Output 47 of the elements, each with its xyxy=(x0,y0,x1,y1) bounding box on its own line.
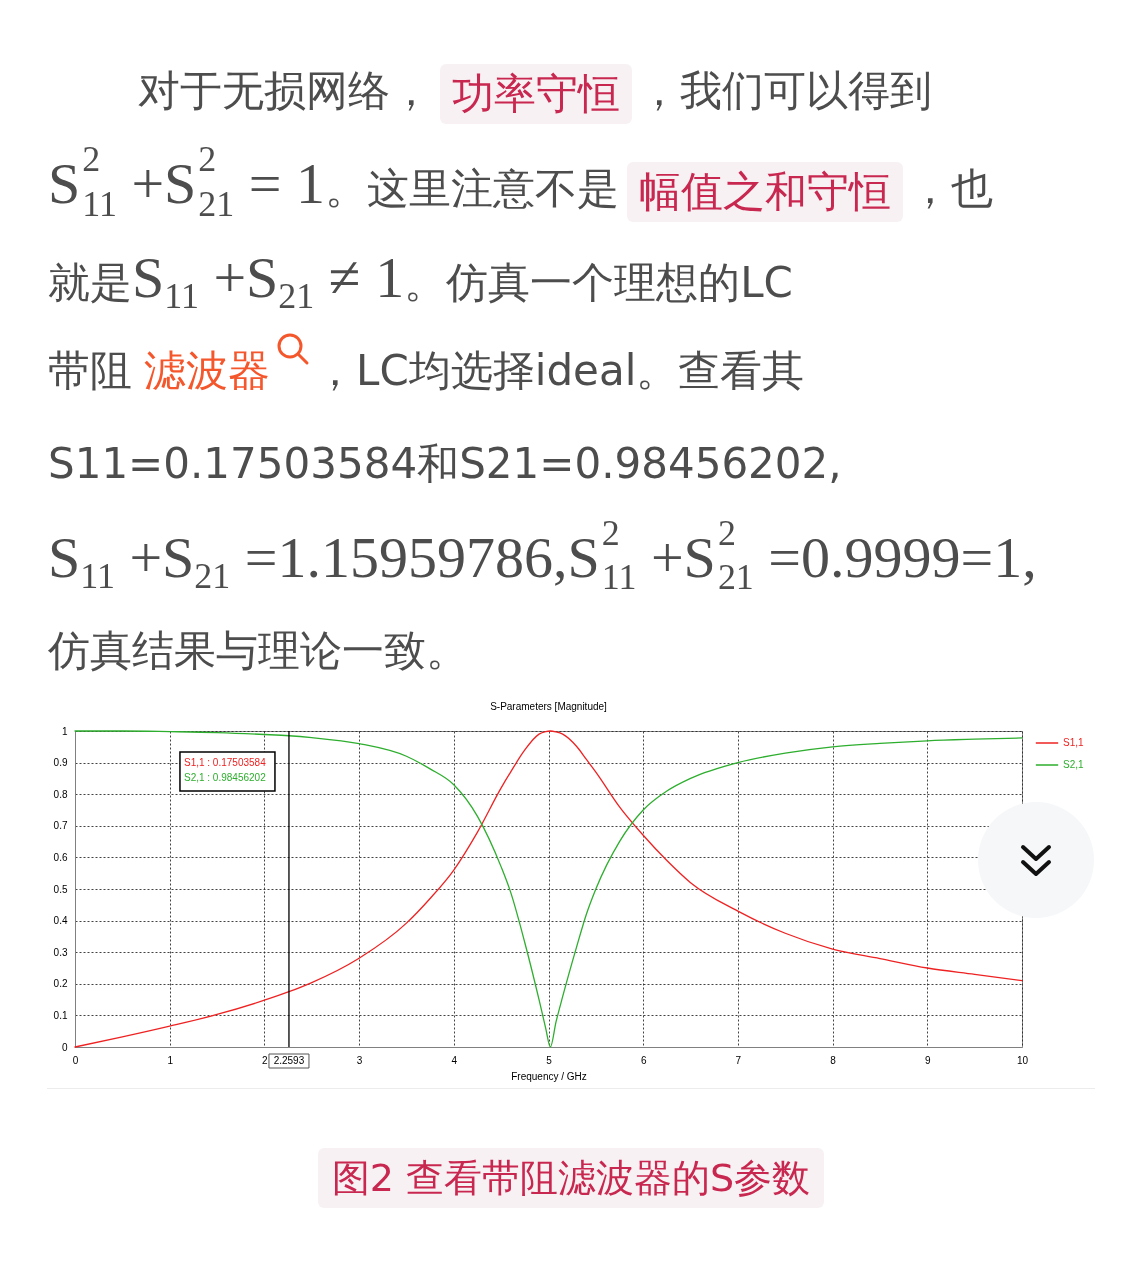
chart-title: S-Parameters [Magnitude] xyxy=(490,701,608,712)
text: 幅值之和守恒 xyxy=(627,161,904,222)
y-tick-label: 0.7 xyxy=(53,820,68,832)
x-tick-label: 7 xyxy=(735,1054,742,1066)
text: S$_{11}$ +S$_{21}$ =1.15959786,S$^{2}$$_{11}$ +S$^{2}$$_{21}$ =0.9999=1, xyxy=(48,512,1037,598)
text: 就是 xyxy=(48,257,132,307)
legend-label: S1,1 xyxy=(1063,737,1085,748)
text: 。仿真一个理想的LC xyxy=(404,257,793,307)
y-tick-label: 0.6 xyxy=(53,851,68,863)
y-tick-label: 0.3 xyxy=(53,946,68,958)
y-tick-label: 0.9 xyxy=(53,757,68,769)
text: S$^{2}$$_{11}$ +S$^{2}$$_{21}$ = 1 xyxy=(48,138,326,227)
text: 对于无损网络， xyxy=(138,66,432,115)
legend-label: S2,1 xyxy=(1063,759,1085,770)
text: ，我们可以得到 xyxy=(638,66,932,115)
caption: 图2 查看带阻滤波器的S参数 xyxy=(317,1148,825,1208)
y-tick-label: 0.2 xyxy=(53,978,68,990)
text: ，也 xyxy=(909,164,994,214)
x-tick-label: 5 xyxy=(546,1054,553,1066)
text: S11=0.17503584和S21=0.98456202, xyxy=(48,439,842,489)
x-tick-label: 9 xyxy=(925,1054,932,1066)
y-tick-label: 0 xyxy=(61,1041,68,1053)
x-tick-label: 0 xyxy=(72,1054,79,1066)
y-tick-label: 0.4 xyxy=(53,915,68,927)
x-tick-label: 10 xyxy=(1016,1054,1029,1066)
text: 。这里注意不是 xyxy=(325,164,620,214)
y-tick-label: 1 xyxy=(61,725,68,737)
y-tick-label: 0.8 xyxy=(53,788,68,800)
x-axis-title: Frequency / GHz xyxy=(511,1070,587,1082)
annotation: S1,1 : 0.17503584 xyxy=(183,757,267,768)
x-tick-label: 6 xyxy=(640,1054,647,1066)
x-tick-label: 3 xyxy=(356,1054,363,1066)
x-tick-label: 4 xyxy=(451,1054,458,1066)
text: 滤波器 xyxy=(144,345,270,395)
text: 仿真结果与理论一致。 xyxy=(48,625,468,675)
annotation: S2,1 : 0.98456202 xyxy=(183,772,267,783)
x-tick-label: 8 xyxy=(830,1054,837,1066)
text: 带阻 xyxy=(48,345,132,395)
line-series xyxy=(74,730,1023,1048)
x-tick-label: 2 xyxy=(262,1054,269,1066)
ref-line-label: 2.2593 xyxy=(273,1055,305,1066)
x-tick-label: 1 xyxy=(167,1054,174,1066)
text: 功率守恒 xyxy=(440,63,632,124)
text: ，LC均选择ideal。查看其 xyxy=(314,345,805,395)
y-tick-label: 0.5 xyxy=(53,883,68,895)
text: S$_{11}$ +S$_{21}$ ≠ 1 xyxy=(132,244,405,316)
y-tick-label: 0.1 xyxy=(53,1009,68,1021)
